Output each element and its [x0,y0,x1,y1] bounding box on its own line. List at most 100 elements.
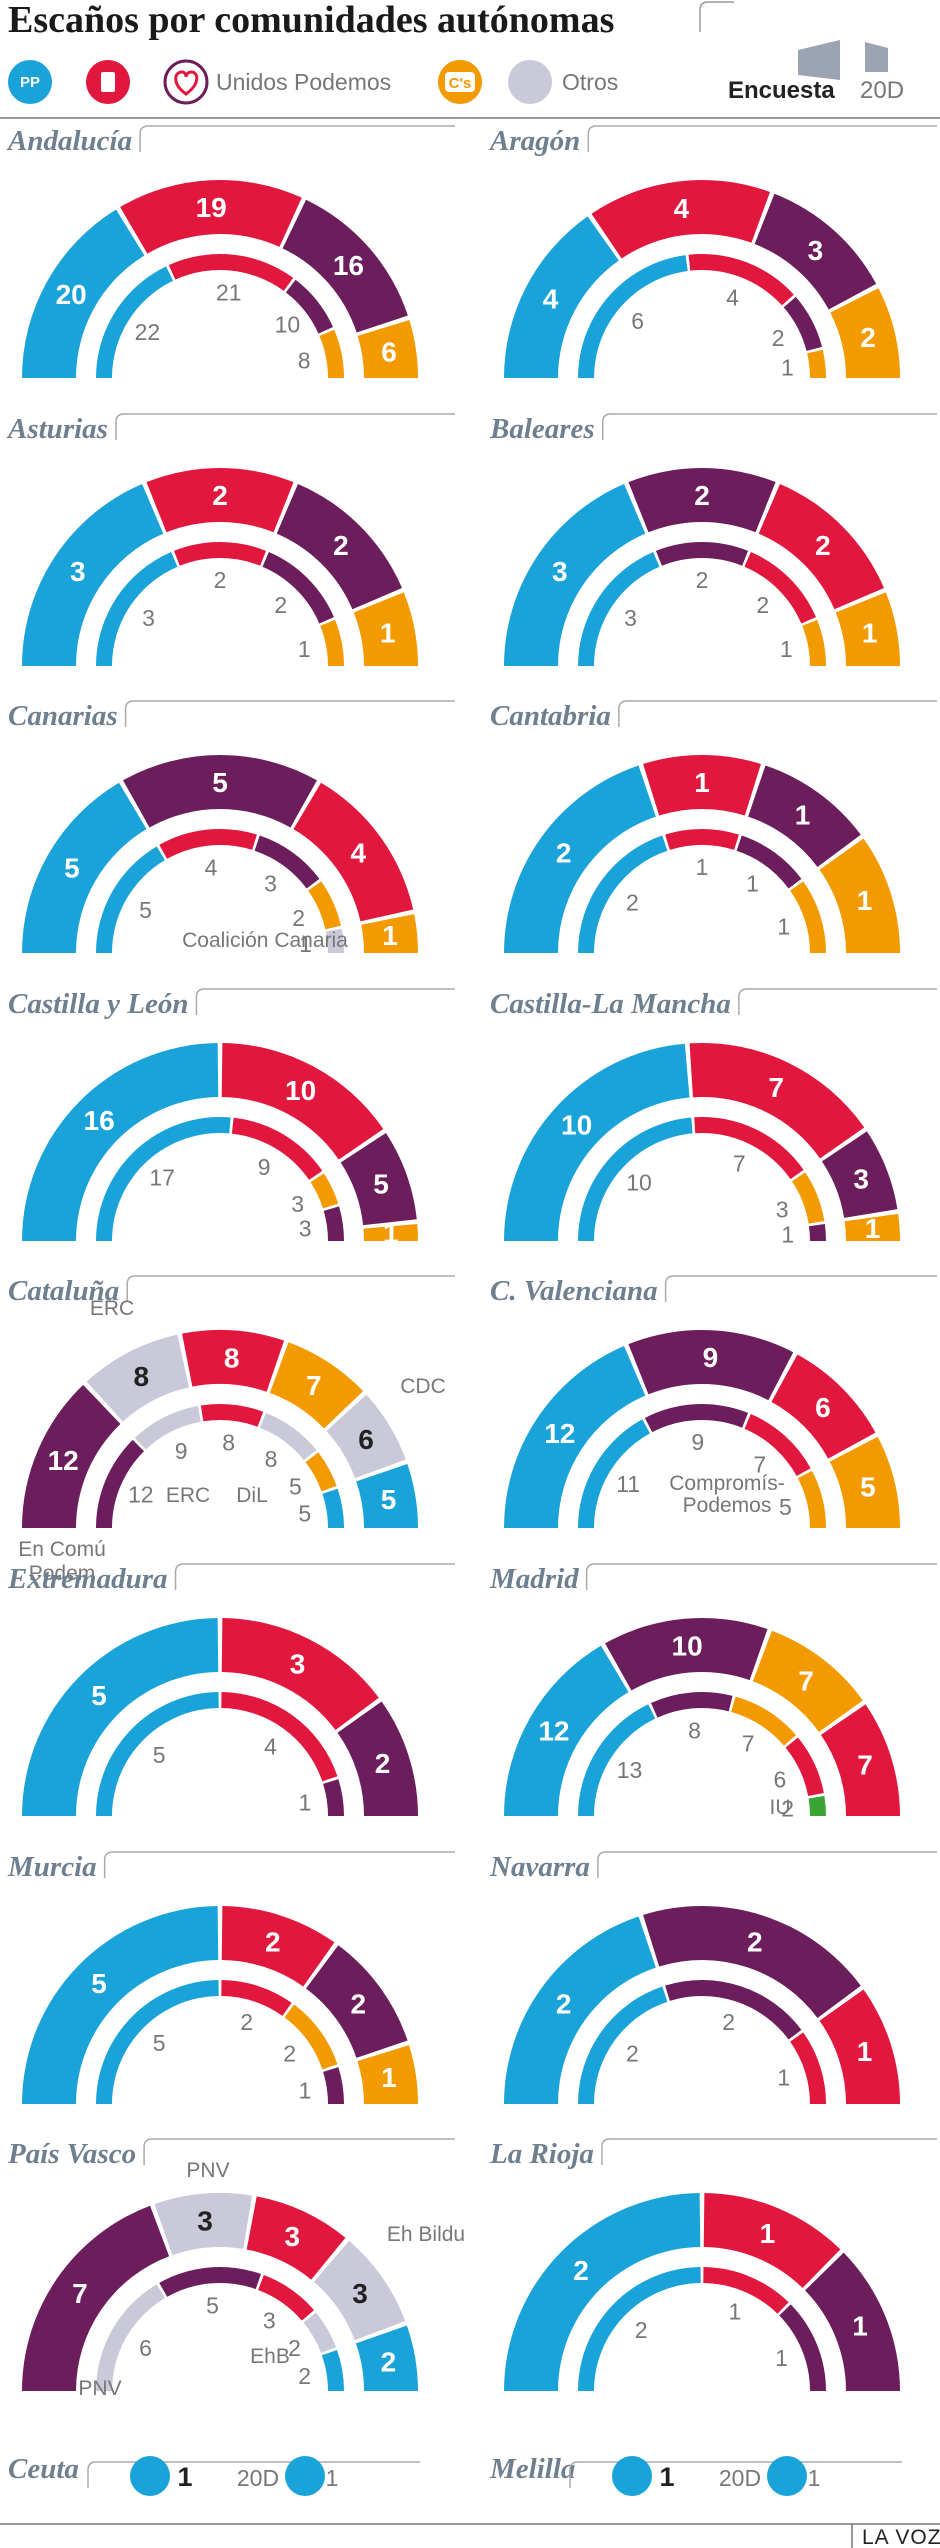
label-cataluna-encomu-1: En Comú [18,1538,106,1561]
inner-segment-castilla-la-mancha-psoe [694,1116,804,1180]
outer-label-castilla-la-mancha-pp: 10 [561,1110,592,1141]
inner-label-extremadura-psoe: 4 [264,1733,277,1759]
outer-segment-canarias-pp [22,782,147,953]
inner-label-c-valenciana-pp: 11 [616,1471,640,1497]
region-title-madrid: Madrid [489,1563,579,1595]
inner-segment-asturias-psoe [173,542,267,566]
outer-label-cataluna-psoe: 8 [224,1342,240,1373]
twentyd-seat-ceuta [285,2456,325,2496]
region-title-extremadura: Extremadura [7,1563,168,1595]
inner-segment-baleares-pp [578,552,660,666]
outer-segment-cantabria-pp [504,765,656,953]
label-valencia-compromis-2: Podemos [683,1494,772,1517]
inner-segment-cataluna-pp [322,1488,344,1528]
outer-label-baleares-c-s: 1 [862,618,878,649]
inner-label-asturias-psoe: 2 [214,567,227,593]
outer-segment-aragon-unidos-podemos [754,193,877,310]
outer-label-canarias-unidos-podemos: 5 [212,767,228,798]
twentyd-tag-ceuta: 20D [237,2465,279,2491]
outer-label-c-valenciana-unidos-podemos: 9 [703,1342,719,1373]
inner-label-baleares-c-s: 1 [780,636,793,662]
outer-segment-la-rioja-pp [504,2193,701,2391]
legend-encuesta: Encuesta 20D [728,40,904,104]
outer-segment-baleares-pp [503,483,646,666]
outer-segment-andalucia-psoe [120,180,302,254]
region-title-melilla: Melilla [489,2453,575,2485]
outer-segment-pais-vasco-unidos-podemos [22,2205,170,2391]
inner-label-castilla-y-leon-psoe: 9 [258,1154,271,1180]
outer-segment-aragon-psoe [591,180,770,259]
inner-label-castilla-y-leon-pp: 17 [149,1164,175,1190]
region-title-castilla-y-leon: Castilla y León [8,988,188,1020]
twentyd-value-melilla: 1 [808,2465,821,2491]
inner-segment-murcia-unidos-podemos [323,2067,344,2104]
outer-label-c-valenciana-psoe: 6 [815,1392,831,1423]
inner-segment-castilla-y-leon-c-s [310,1173,339,1209]
outer-segment-cantabria-psoe [643,755,761,816]
inner-segment-cantabria-psoe [665,829,739,850]
region-bracket-canarias [124,700,455,727]
outer-label-castilla-y-leon-psoe: 10 [285,1075,316,1106]
outer-segment-c-valenciana-c-s [829,1436,900,1528]
inner-segment-c-valenciana-compromis-podemos [644,1404,749,1433]
outer-label-aragon-pp: 4 [543,284,559,315]
twentyd-seat-melilla [767,2456,807,2496]
outer-label-aragon-unidos-podemos: 3 [808,235,824,266]
outer-segment-c-valenciana-psoe [771,1354,876,1459]
inner-segment-baleares-psoe [744,552,816,624]
brand-label: LA VOZ [862,2526,940,2548]
label-valencia-compromis-1: Compromís- [669,1472,785,1495]
inner-label-madrid-c-s: 7 [742,1731,755,1757]
outer-label-baleares-psoe: 2 [815,530,831,561]
label-madrid-iu: IU [770,1796,791,1819]
outer-label-extremadura-pp: 5 [91,1680,107,1711]
outer-label-cantabria-unidos-podemos: 1 [795,800,811,831]
inner-label-pais-vasco-ehb: 2 [288,2335,301,2361]
outer-segment-murcia-pp [22,1906,219,2104]
legend: PP PSOE Unidos Podemos C's Otros Encuest… [8,40,904,121]
label-paisvasco-pnv-top: PNV [186,2159,229,2182]
outer-label-cataluna-pp: 5 [381,1484,397,1515]
inner-segment-castilla-y-leon-psoe [231,1117,323,1180]
outer-segment-cataluna-en-comu-podem [22,1384,121,1528]
inner-label-madrid-pp: 13 [617,1757,643,1783]
inner-segment-aragon-c-s [807,349,826,378]
outer-label-pais-vasco-eh-bildu: 3 [352,2278,368,2309]
inner-label-canarias-unidos-podemos: 3 [264,870,277,896]
inner-label-canarias-c-s: 2 [292,905,305,931]
region-bracket-aragon [587,125,937,152]
inner-label-cataluna-erc: 9 [175,1438,188,1464]
region-title-andalucia: Andalucía [6,125,132,157]
legend-pp: PP [8,60,52,104]
psoe-rose-icon [101,72,115,92]
outer-label-cataluna-erc: 8 [134,1361,150,1392]
inner-label-madrid-podemos: 8 [688,1717,701,1743]
outer-segment-extremadura-unidos-podemos [337,1701,418,1816]
legend-otros: Otros [508,60,618,104]
outer-segment-c-valenciana-pp [503,1345,646,1528]
outer-segment-andalucia-c-s [357,320,418,378]
inner-segment-canarias-pp [95,846,165,953]
region-title-murcia: Murcia [7,1851,97,1883]
outer-segment-la-rioja-unidos-podemos [805,2252,900,2391]
inner-label-andalucia-psoe: 21 [216,280,242,306]
region-title-asturias: Asturias [6,413,108,445]
region-bracket-navarra [597,1851,937,1878]
outer-label-murcia-pp: 5 [91,1968,107,1999]
outer-segment-murcia-psoe [221,1906,335,1987]
outer-segment-canarias-unidos-podemos [123,754,317,828]
inner-label-castilla-y-leon-c-s: 3 [291,1191,304,1217]
outer-segment-cantabria-unidos-podemos [748,765,861,867]
outer-label-castilla-la-mancha-psoe: 7 [768,1072,784,1103]
inner-label-castilla-la-mancha-pp: 10 [626,1170,652,1196]
legend-up-label: Unidos Podemos [216,69,391,95]
inner-segment-andalucia-unidos-podemos [285,279,334,334]
outer-label-baleares-pp: 3 [552,556,568,587]
inner-segment-c-valenciana-pp [578,1419,650,1528]
inner-label-canarias-coalicion-canaria: 1 [299,931,312,957]
outer-label-baleares-unidos-podemos: 2 [694,480,710,511]
inner-label-cataluna-c-s: 5 [289,1474,302,1500]
inner-segment-murcia-psoe [221,1980,292,2016]
inner-segment-pais-vasco-psoe [258,2275,315,2321]
inner-label-c-valenciana-compromis-podemos: 9 [691,1429,704,1455]
